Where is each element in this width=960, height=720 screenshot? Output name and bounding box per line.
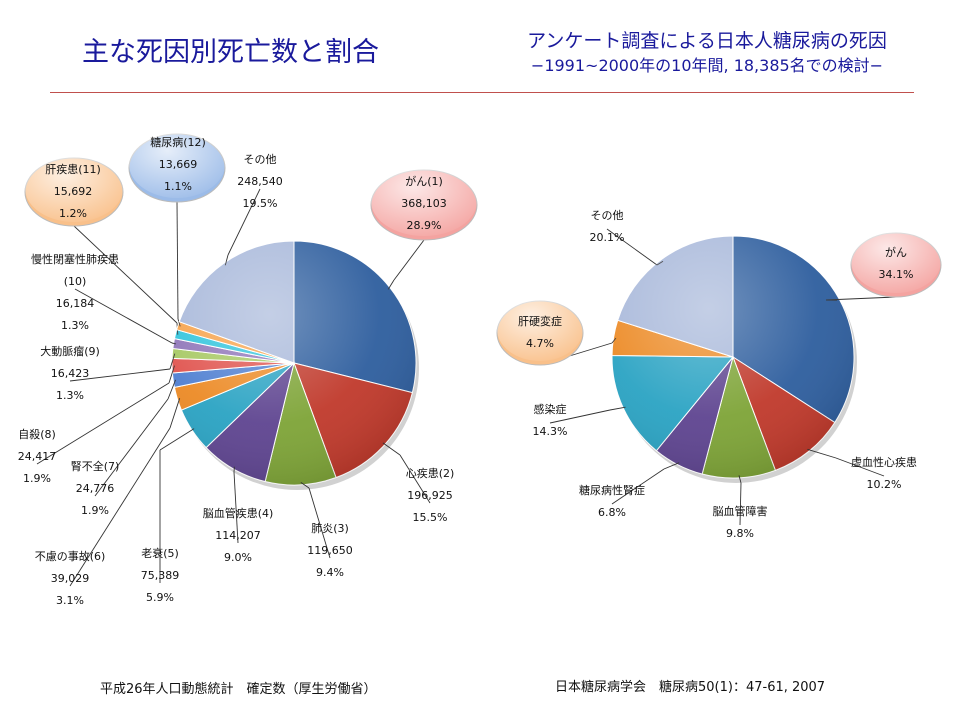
slice-label-脳血管障害: 脳血管障害 [713, 504, 768, 518]
leader-line [159, 428, 195, 451]
pie-chart-diabetes-causes-of-death: がん 34.1% 虚血性心疾患 10.2% 脳血管障害 9.8% 糖尿病性腎症 6.8% 感染症… [496, 209, 942, 540]
title-divider [50, 92, 914, 93]
slice-label-慢性閉塞性肺疾患: 16,184 [56, 297, 95, 310]
slice-label-がん: 34.1% [879, 268, 914, 281]
right-chart-subtitle: −1991~2000年の10年間, 18,385名での検討− [530, 56, 884, 75]
leader-line [399, 454, 431, 504]
label-bubble-gloss [129, 130, 225, 198]
leader-line [549, 409, 611, 424]
slice-label-大動脈瘤: 大動脈瘤(9) [40, 344, 100, 358]
leader-line [807, 448, 837, 459]
slice-label-その他: その他 [591, 209, 624, 222]
slice-label-脳血管疾患: 脳血管疾患(4) [203, 506, 274, 520]
slice-label-糖尿病性腎症: 糖尿病性腎症 [579, 483, 645, 497]
pie-gloss [172, 241, 416, 485]
pie-gloss [612, 236, 854, 478]
slice-label-腎不全: 腎不全(7) [71, 459, 120, 473]
leader-line [739, 482, 742, 526]
slice-label-大動脈瘤: 16,423 [51, 367, 90, 380]
slice-label-慢性閉塞性肺疾患: 1.3% [61, 319, 89, 332]
slice-label-肝疾患: 15,692 [54, 185, 93, 198]
leader-line [606, 228, 658, 266]
leader-line [74, 288, 173, 344]
slice-label-脳血管障害: 9.8% [726, 527, 754, 540]
slice-label-がん: 368,103 [401, 197, 447, 210]
source-note-right: 日本糖尿病学会 糖尿病50(1)：47-61, 2007 [555, 680, 826, 695]
leader-line [393, 239, 425, 281]
slice-label-その他: 20.1% [590, 231, 625, 244]
leader-line [36, 382, 170, 465]
source-note-left: 平成26年人口動態統計 確定数（厚生労働省） [100, 682, 377, 697]
leader-line [233, 471, 239, 544]
leader-line [176, 201, 179, 320]
leader-line [308, 487, 331, 559]
label-bubble-gloss [371, 166, 477, 236]
slice-label-脳血管疾患: 114,207 [215, 529, 261, 542]
leader-line [73, 225, 178, 324]
slice-label-感染症: 14.3% [533, 425, 568, 438]
slice-label-肝疾患: 肝疾患(11) [45, 162, 101, 176]
slice-label-老衰: 5.9% [146, 591, 174, 604]
slice-label-不慮の事故: 3.1% [56, 594, 84, 607]
leader-line [609, 406, 626, 411]
slice-label-肝硬変症: 肝硬変症 [518, 314, 562, 328]
slice-label-虚血性心疾患: 10.2% [867, 478, 902, 491]
slice-label-虚血性心疾患: 虚血性心疾患 [851, 455, 917, 469]
slice-label-慢性閉塞性肺疾患: (10) [64, 275, 87, 288]
label-bubble-gloss [25, 154, 123, 222]
slice-label-糖尿病: 1.1% [164, 180, 192, 193]
slice-label-糖尿病: 13,669 [159, 158, 198, 171]
slice-label-感染症: 感染症 [534, 402, 567, 416]
leader-line [382, 442, 401, 456]
leader-line [611, 468, 665, 505]
slice-label-腎不全: 24,776 [76, 482, 115, 495]
leader-line [94, 398, 169, 497]
slice-label-慢性閉塞性肺疾患: 慢性閉塞性肺疾患 [31, 252, 119, 266]
slice-label-自殺: 24,417 [18, 450, 57, 463]
slice-label-老衰: 老衰(5) [141, 546, 179, 560]
label-bubble-gloss [851, 229, 941, 293]
slice-label-その他: その他 [244, 153, 277, 166]
leader-line [227, 188, 261, 256]
slice-label-肺炎: 肺炎(3) [311, 522, 349, 535]
right-chart-title: アンケート調査による日本人糖尿病の死因 [527, 30, 887, 52]
slice-label-大動脈瘤: 1.3% [56, 389, 84, 402]
slice-label-がん: がん [885, 245, 907, 259]
slide-title: 主な死因別死亡数と割合 [82, 37, 379, 68]
pie-chart-japan-causes-of-death: がん(1) 368,103 28.9% 心疾患(2) 196,925 15.5% 肺炎(3)… [18, 130, 478, 607]
leader-line [835, 457, 885, 477]
leader-line [69, 368, 171, 382]
slice-label-不慮の事故: 39,029 [51, 572, 90, 585]
slice-label-糖尿病: 糖尿病(12) [150, 135, 206, 149]
slice-label-自殺: 1.9% [23, 472, 51, 485]
slice-label-心疾患: 196,925 [407, 489, 453, 502]
slice-label-不慮の事故: 不慮の事故(6) [35, 549, 106, 563]
slice-label-その他: 19.5% [243, 197, 278, 210]
slice-label-肝硬変症: 4.7% [526, 337, 554, 350]
slice-label-肺炎: 9.4% [316, 566, 344, 579]
slice-label-糖尿病性腎症: 6.8% [598, 506, 626, 519]
slice-label-腎不全: 1.9% [81, 504, 109, 517]
slice-label-肝疾患: 1.2% [59, 207, 87, 220]
slice-label-自殺: 自殺(8) [18, 427, 56, 441]
slice-label-脳血管疾患: 9.0% [224, 551, 252, 564]
leader-line [69, 427, 171, 587]
label-bubble-gloss [497, 297, 583, 361]
slice-label-がん: 28.9% [407, 219, 442, 232]
slice-label-心疾患: 心疾患(2) [406, 466, 455, 480]
slice-label-肺炎: 119,650 [307, 544, 353, 557]
leader-line [169, 398, 181, 429]
slice-label-心疾患: 15.5% [413, 511, 448, 524]
slice-label-がん: がん(1) [405, 174, 443, 188]
slice-label-その他: 248,540 [237, 175, 283, 188]
slice-label-老衰: 75,389 [141, 569, 180, 582]
